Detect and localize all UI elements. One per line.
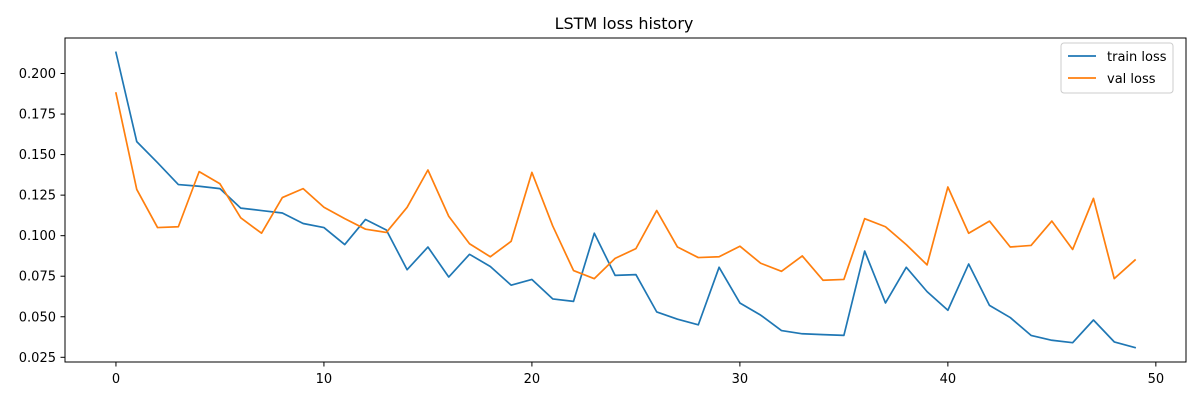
series-line-val-loss xyxy=(114,91,1137,282)
y-tick-label: 0.075 xyxy=(19,270,56,285)
x-axis: 0 10 20 30 40 50 xyxy=(112,362,1164,387)
x-tick-label: 30 xyxy=(732,372,749,387)
y-tick-label: 0.175 xyxy=(19,108,56,123)
legend: train loss val loss xyxy=(1060,42,1174,94)
x-tick-label: 10 xyxy=(316,372,333,387)
plot-frame xyxy=(64,37,1187,363)
x-tick-label: 20 xyxy=(524,372,541,387)
series-group xyxy=(114,51,1137,349)
y-tick-label: 0.100 xyxy=(19,229,56,244)
legend-label-train-loss: train loss xyxy=(1107,50,1167,65)
y-axis: 0.025 0.050 0.075 0.100 0.125 0.150 0.175 0.200 xyxy=(19,67,65,366)
y-tick-label: 0.050 xyxy=(19,310,56,325)
x-tick-label: 0 xyxy=(112,372,120,387)
y-tick-label: 0.125 xyxy=(19,189,56,204)
plot-area xyxy=(64,37,1187,363)
chart-title: LSTM loss history xyxy=(555,14,694,33)
y-tick-label: 0.150 xyxy=(19,148,56,163)
legend-label-val-loss: val loss xyxy=(1107,72,1156,87)
y-tick-label: 0.025 xyxy=(19,351,56,366)
x-tick-label: 50 xyxy=(1148,372,1165,387)
x-tick-label: 40 xyxy=(940,372,957,387)
y-tick-label: 0.200 xyxy=(19,67,56,82)
series-line-train-loss xyxy=(114,51,1137,349)
